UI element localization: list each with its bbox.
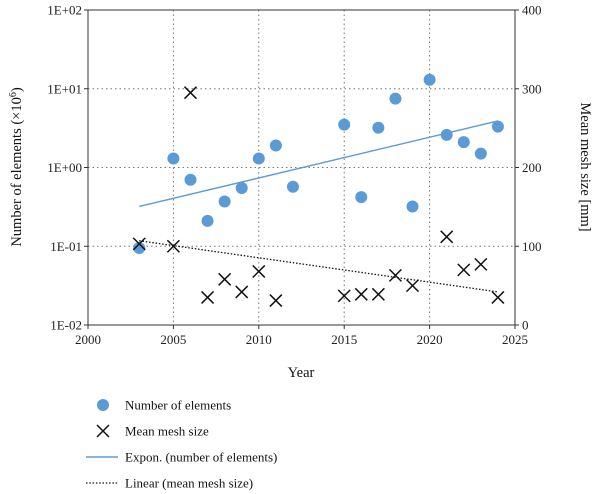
x-axis-label: Year — [288, 365, 315, 381]
x-marker-stroke — [354, 287, 368, 301]
x-marker-stroke — [235, 285, 249, 299]
right-y-tick-label: 400 — [522, 3, 542, 18]
right-y-tick-label: 0 — [522, 318, 529, 333]
left-y-tick-label: 1E+01 — [47, 81, 82, 96]
data-point-number-of-elements — [338, 118, 351, 131]
legend: Number of elements Mean mesh size Expon. (… — [86, 398, 277, 491]
right-y-tick-label: 200 — [522, 160, 542, 175]
data-point-number-of-elements — [440, 128, 453, 141]
left-y-axis-label-suffix: ) — [9, 87, 25, 92]
data-points — [132, 73, 505, 308]
x-marker-stroke — [388, 268, 402, 282]
legend-symbol-circle — [97, 399, 109, 411]
x-marker-stroke — [218, 272, 232, 286]
data-point-number-of-elements — [355, 191, 368, 204]
data-point-mean-mesh-size — [201, 290, 215, 304]
x-tick-label: 2020 — [417, 332, 443, 347]
data-point-number-of-elements — [474, 147, 487, 160]
legend-label: Linear (mean mesh size) — [125, 476, 253, 491]
x-marker-stroke — [183, 86, 198, 100]
data-point-mean-mesh-size — [252, 264, 266, 278]
data-point-number-of-elements — [286, 180, 299, 193]
x-tick-label: 2000 — [75, 332, 101, 347]
data-point-mean-mesh-size — [474, 257, 488, 271]
data-point-number-of-elements — [457, 136, 470, 149]
trendlines — [139, 120, 499, 293]
data-point-mean-mesh-size — [269, 294, 283, 308]
legend-label: Expon. (number of elements) — [125, 450, 277, 465]
x-marker-stroke — [132, 237, 146, 251]
left-y-tick-label: 1E+00 — [47, 160, 82, 175]
data-point-mean-mesh-size — [183, 86, 198, 100]
x-marker-stroke — [269, 294, 283, 308]
x-marker-stroke — [252, 264, 266, 278]
data-point-number-of-elements — [184, 173, 197, 186]
left-y-axis-label-exponent: 6 — [8, 92, 19, 97]
x-marker-stroke — [371, 287, 385, 301]
left-y-axis-label: Number of elements (×106) — [8, 87, 25, 247]
x-tick-label: 2025 — [502, 332, 528, 347]
trendline-exponential — [139, 120, 499, 208]
data-point-mean-mesh-size — [440, 230, 454, 244]
left-y-tick-label: 1E-02 — [50, 318, 82, 333]
data-point-number-of-elements — [252, 152, 265, 165]
data-point-number-of-elements — [133, 242, 146, 255]
data-point-number-of-elements — [406, 200, 419, 213]
x-marker-stroke — [440, 230, 454, 244]
x-marker-stroke — [405, 279, 420, 293]
x-marker-stroke — [96, 424, 110, 438]
x-marker-stroke — [166, 239, 180, 253]
x-marker-stroke — [337, 289, 351, 303]
left-y-ticks: 1E-02 1E-01 1E+00 1E+01 1E+02 — [47, 3, 88, 333]
data-point-mean-mesh-size — [235, 285, 249, 299]
data-point-number-of-elements — [372, 121, 385, 134]
x-tick-label: 2005 — [160, 332, 186, 347]
legend-item: Mean mesh size — [96, 424, 209, 439]
data-point-number-of-elements — [423, 73, 436, 86]
trendline-linear — [139, 240, 499, 293]
right-y-tick-label: 300 — [522, 81, 542, 96]
legend-label: Mean mesh size — [125, 424, 209, 439]
right-y-tick-label: 100 — [522, 239, 542, 254]
data-point-mean-mesh-size — [388, 268, 402, 282]
legend-item: Number of elements — [97, 398, 231, 413]
data-point-number-of-elements — [167, 152, 180, 165]
data-point-mean-mesh-size — [166, 239, 180, 253]
x-ticks: 2000 2005 2010 2015 2020 2025 — [75, 325, 528, 347]
data-point-mean-mesh-size — [371, 287, 385, 301]
x-marker-stroke — [457, 263, 471, 277]
data-point-number-of-elements — [218, 195, 231, 208]
data-point-mean-mesh-size — [354, 287, 368, 301]
data-point-mean-mesh-size — [132, 237, 146, 251]
left-y-axis-label-prefix: Number of elements (×10 — [9, 97, 25, 247]
legend-symbol-x — [96, 424, 110, 438]
x-tick-label: 2010 — [246, 332, 272, 347]
legend-item: Expon. (number of elements) — [86, 450, 277, 465]
right-y-axis-label: Mean mesh size [mm] — [577, 102, 593, 231]
data-point-number-of-elements — [235, 181, 248, 194]
data-point-number-of-elements — [201, 214, 214, 227]
x-marker-stroke — [491, 290, 505, 304]
left-y-tick-label: 1E-01 — [50, 239, 82, 254]
x-marker-stroke — [474, 257, 488, 271]
data-point-mean-mesh-size — [218, 272, 232, 286]
data-point-mean-mesh-size — [457, 263, 471, 277]
data-point-number-of-elements — [491, 120, 504, 133]
x-tick-label: 2015 — [331, 332, 357, 347]
data-point-number-of-elements — [389, 92, 402, 105]
left-y-tick-label: 1E+02 — [47, 3, 82, 18]
data-point-mean-mesh-size — [405, 279, 420, 293]
legend-label: Number of elements — [125, 398, 231, 413]
right-y-ticks: 0 100 200 300 400 — [515, 3, 542, 333]
data-point-mean-mesh-size — [491, 290, 505, 304]
legend-item: Linear (mean mesh size) — [86, 476, 253, 491]
data-point-number-of-elements — [269, 139, 282, 152]
data-point-mean-mesh-size — [337, 289, 351, 303]
x-marker-stroke — [201, 290, 215, 304]
